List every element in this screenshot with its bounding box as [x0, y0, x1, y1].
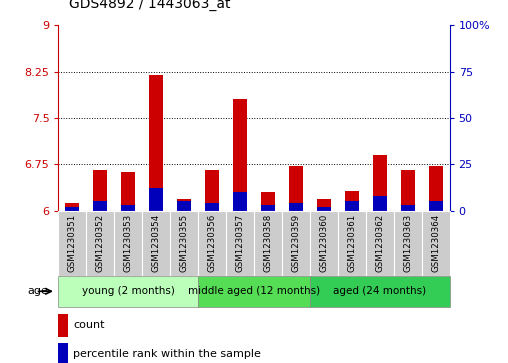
- Text: GSM1230358: GSM1230358: [264, 214, 272, 272]
- Bar: [310, 276, 450, 307]
- Bar: [58, 314, 68, 337]
- Text: count: count: [73, 321, 105, 330]
- Text: GSM1230360: GSM1230360: [320, 214, 328, 272]
- Bar: [177, 201, 191, 211]
- Text: GSM1230363: GSM1230363: [403, 214, 412, 272]
- Bar: [317, 199, 331, 211]
- Bar: [429, 166, 442, 211]
- Bar: [177, 199, 191, 211]
- Bar: [373, 196, 387, 211]
- Text: GSM1230353: GSM1230353: [124, 214, 133, 272]
- Bar: [205, 170, 219, 211]
- Bar: [58, 211, 86, 276]
- Bar: [394, 211, 422, 276]
- Bar: [261, 192, 275, 211]
- Bar: [345, 201, 359, 211]
- Bar: [289, 203, 303, 211]
- Bar: [233, 192, 247, 211]
- Text: GDS4892 / 1443063_at: GDS4892 / 1443063_at: [69, 0, 230, 11]
- Text: aged (24 months): aged (24 months): [333, 286, 426, 296]
- Bar: [226, 211, 254, 276]
- Bar: [317, 207, 331, 211]
- Text: GSM1230361: GSM1230361: [347, 214, 356, 272]
- Bar: [93, 201, 107, 211]
- Text: age: age: [27, 286, 48, 296]
- Bar: [366, 211, 394, 276]
- Bar: [401, 170, 415, 211]
- Text: GSM1230364: GSM1230364: [431, 214, 440, 272]
- Text: GSM1230355: GSM1230355: [180, 214, 188, 272]
- Text: percentile rank within the sample: percentile rank within the sample: [73, 349, 261, 359]
- Text: middle aged (12 months): middle aged (12 months): [188, 286, 320, 296]
- Bar: [233, 99, 247, 211]
- Bar: [345, 191, 359, 211]
- Bar: [338, 211, 366, 276]
- Bar: [86, 211, 114, 276]
- Text: GSM1230354: GSM1230354: [152, 214, 161, 272]
- Bar: [401, 205, 415, 211]
- Bar: [289, 166, 303, 211]
- Text: GSM1230356: GSM1230356: [208, 214, 216, 272]
- Bar: [170, 211, 198, 276]
- Bar: [58, 276, 198, 307]
- Text: young (2 months): young (2 months): [82, 286, 175, 296]
- Text: GSM1230357: GSM1230357: [236, 214, 244, 272]
- Bar: [254, 211, 282, 276]
- Bar: [114, 211, 142, 276]
- Bar: [205, 203, 219, 211]
- Bar: [149, 188, 163, 211]
- Bar: [58, 343, 68, 363]
- Bar: [429, 201, 442, 211]
- Bar: [282, 211, 310, 276]
- Bar: [121, 172, 135, 211]
- Text: GSM1230351: GSM1230351: [68, 214, 77, 272]
- Bar: [121, 205, 135, 211]
- Bar: [373, 155, 387, 211]
- Bar: [310, 211, 338, 276]
- Text: GSM1230352: GSM1230352: [96, 214, 105, 272]
- Bar: [149, 75, 163, 211]
- Bar: [66, 207, 79, 211]
- Text: GSM1230359: GSM1230359: [292, 214, 300, 272]
- Bar: [261, 205, 275, 211]
- Bar: [142, 211, 170, 276]
- Bar: [66, 203, 79, 211]
- Bar: [93, 170, 107, 211]
- Bar: [198, 276, 310, 307]
- Bar: [198, 211, 226, 276]
- Text: GSM1230362: GSM1230362: [375, 214, 384, 272]
- Bar: [422, 211, 450, 276]
